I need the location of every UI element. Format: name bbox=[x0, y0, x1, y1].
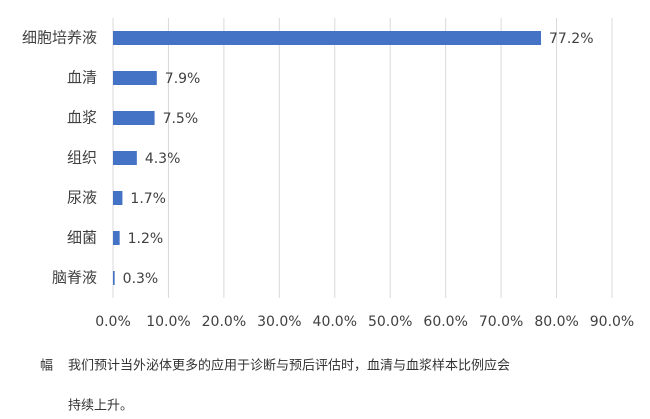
x-tick-label: 0.0% bbox=[95, 314, 131, 330]
bar bbox=[113, 231, 120, 245]
y-tick-label: 血清 bbox=[67, 69, 97, 87]
bar bbox=[113, 191, 123, 205]
x-tick-label: 80.0% bbox=[534, 314, 578, 330]
y-tick-label: 细菌 bbox=[67, 229, 97, 247]
x-tick-label: 70.0% bbox=[479, 314, 523, 330]
x-tick-label: 50.0% bbox=[368, 314, 412, 330]
bar bbox=[113, 71, 157, 85]
bar bbox=[113, 271, 115, 285]
x-tick-label: 10.0% bbox=[146, 314, 190, 330]
y-tick-label: 细胞培养液 bbox=[22, 29, 97, 47]
y-tick-label: 组织 bbox=[67, 149, 97, 167]
y-tick-label: 尿液 bbox=[67, 189, 97, 207]
y-tick-label: 血浆 bbox=[67, 109, 97, 127]
bar bbox=[113, 111, 155, 125]
value-label: 4.3% bbox=[145, 151, 181, 167]
value-label: 1.2% bbox=[128, 231, 164, 247]
caption-line: 我们预计当外泌体更多的应用于诊断与预后评估时，血清与血浆样本比例应会 bbox=[68, 358, 510, 374]
caption-line: 持续上升。 bbox=[68, 399, 133, 414]
caption-mark: 幅 bbox=[40, 359, 53, 374]
x-tick-label: 40.0% bbox=[313, 314, 357, 330]
value-label: 77.2% bbox=[549, 31, 593, 47]
value-label: 7.9% bbox=[165, 71, 201, 87]
x-tick-label: 60.0% bbox=[423, 314, 467, 330]
value-label: 1.7% bbox=[130, 191, 166, 207]
y-tick-label: 脑脊液 bbox=[52, 269, 97, 287]
value-label: 7.5% bbox=[163, 111, 199, 127]
x-tick-label: 20.0% bbox=[202, 314, 246, 330]
x-tick-label: 90.0% bbox=[590, 314, 634, 330]
bar bbox=[113, 151, 137, 165]
value-label: 0.3% bbox=[123, 271, 159, 287]
x-tick-label: 30.0% bbox=[257, 314, 301, 330]
bar bbox=[113, 31, 542, 45]
